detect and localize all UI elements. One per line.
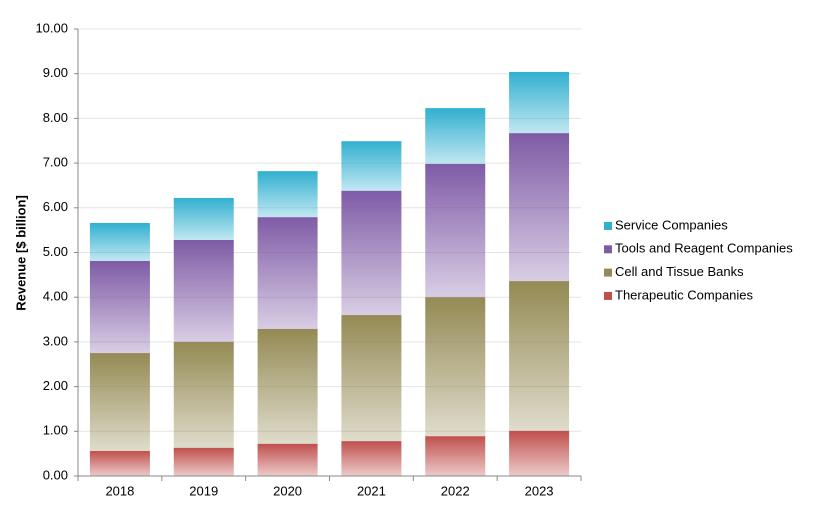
bar-segment <box>509 71 570 134</box>
y-tick-label: 1.00 <box>43 423 68 438</box>
bar-segment <box>509 430 570 476</box>
bar-segment <box>257 328 318 444</box>
y-tick-label: 8.00 <box>43 110 68 125</box>
x-tick-label: 2020 <box>273 483 302 498</box>
bar-segment <box>257 171 318 218</box>
legend-label: Therapeutic Companies <box>615 287 754 302</box>
bar-segment <box>509 281 570 431</box>
y-tick-label: 2.00 <box>43 378 68 393</box>
bar-segment <box>173 239 234 342</box>
y-tick-label: 3.00 <box>43 333 68 348</box>
y-tick-label: 9.00 <box>43 65 68 80</box>
bar-segment <box>425 163 486 298</box>
bar-segment <box>257 217 318 329</box>
y-tick-label: 4.00 <box>43 289 68 304</box>
y-tick-label: 5.00 <box>43 244 68 259</box>
bar-segment <box>341 190 402 316</box>
y-axis-label: Revenue [$ billion] <box>13 195 28 311</box>
legend-swatch <box>604 245 612 254</box>
y-tick-label: 10.00 <box>35 20 68 35</box>
legend-label: Service Companies <box>615 217 728 232</box>
legend-swatch <box>604 268 612 277</box>
bar-segment <box>425 108 486 164</box>
x-tick-label: 2022 <box>441 483 470 498</box>
bar-segment <box>341 441 402 476</box>
legend-label: Cell and Tissue Banks <box>615 264 744 279</box>
bar-segment <box>509 133 570 282</box>
legend-swatch <box>604 291 612 300</box>
x-tick-label: 2023 <box>525 483 554 498</box>
y-tick-label: 0.00 <box>43 467 68 482</box>
x-tick-label: 2021 <box>357 483 386 498</box>
bar-segment <box>89 353 150 451</box>
bar-segment <box>173 341 234 448</box>
bar-segment <box>89 222 150 261</box>
x-tick-label: 2018 <box>105 483 134 498</box>
bar-segment <box>425 297 486 437</box>
legend-swatch <box>604 222 612 230</box>
bar-segment <box>341 141 402 191</box>
y-tick-label: 7.00 <box>43 155 68 170</box>
y-tick-label: 6.00 <box>43 199 68 214</box>
bar-segment <box>341 315 402 442</box>
x-tick-label: 2019 <box>189 483 218 498</box>
bar-segment <box>89 450 150 476</box>
bar-segment <box>173 447 234 476</box>
bar-segment <box>425 436 486 476</box>
bar-segment <box>257 443 318 476</box>
bar-segment <box>173 197 234 240</box>
legend-label: Tools and Reagent Companies <box>615 241 793 256</box>
bar-segment <box>89 260 150 354</box>
